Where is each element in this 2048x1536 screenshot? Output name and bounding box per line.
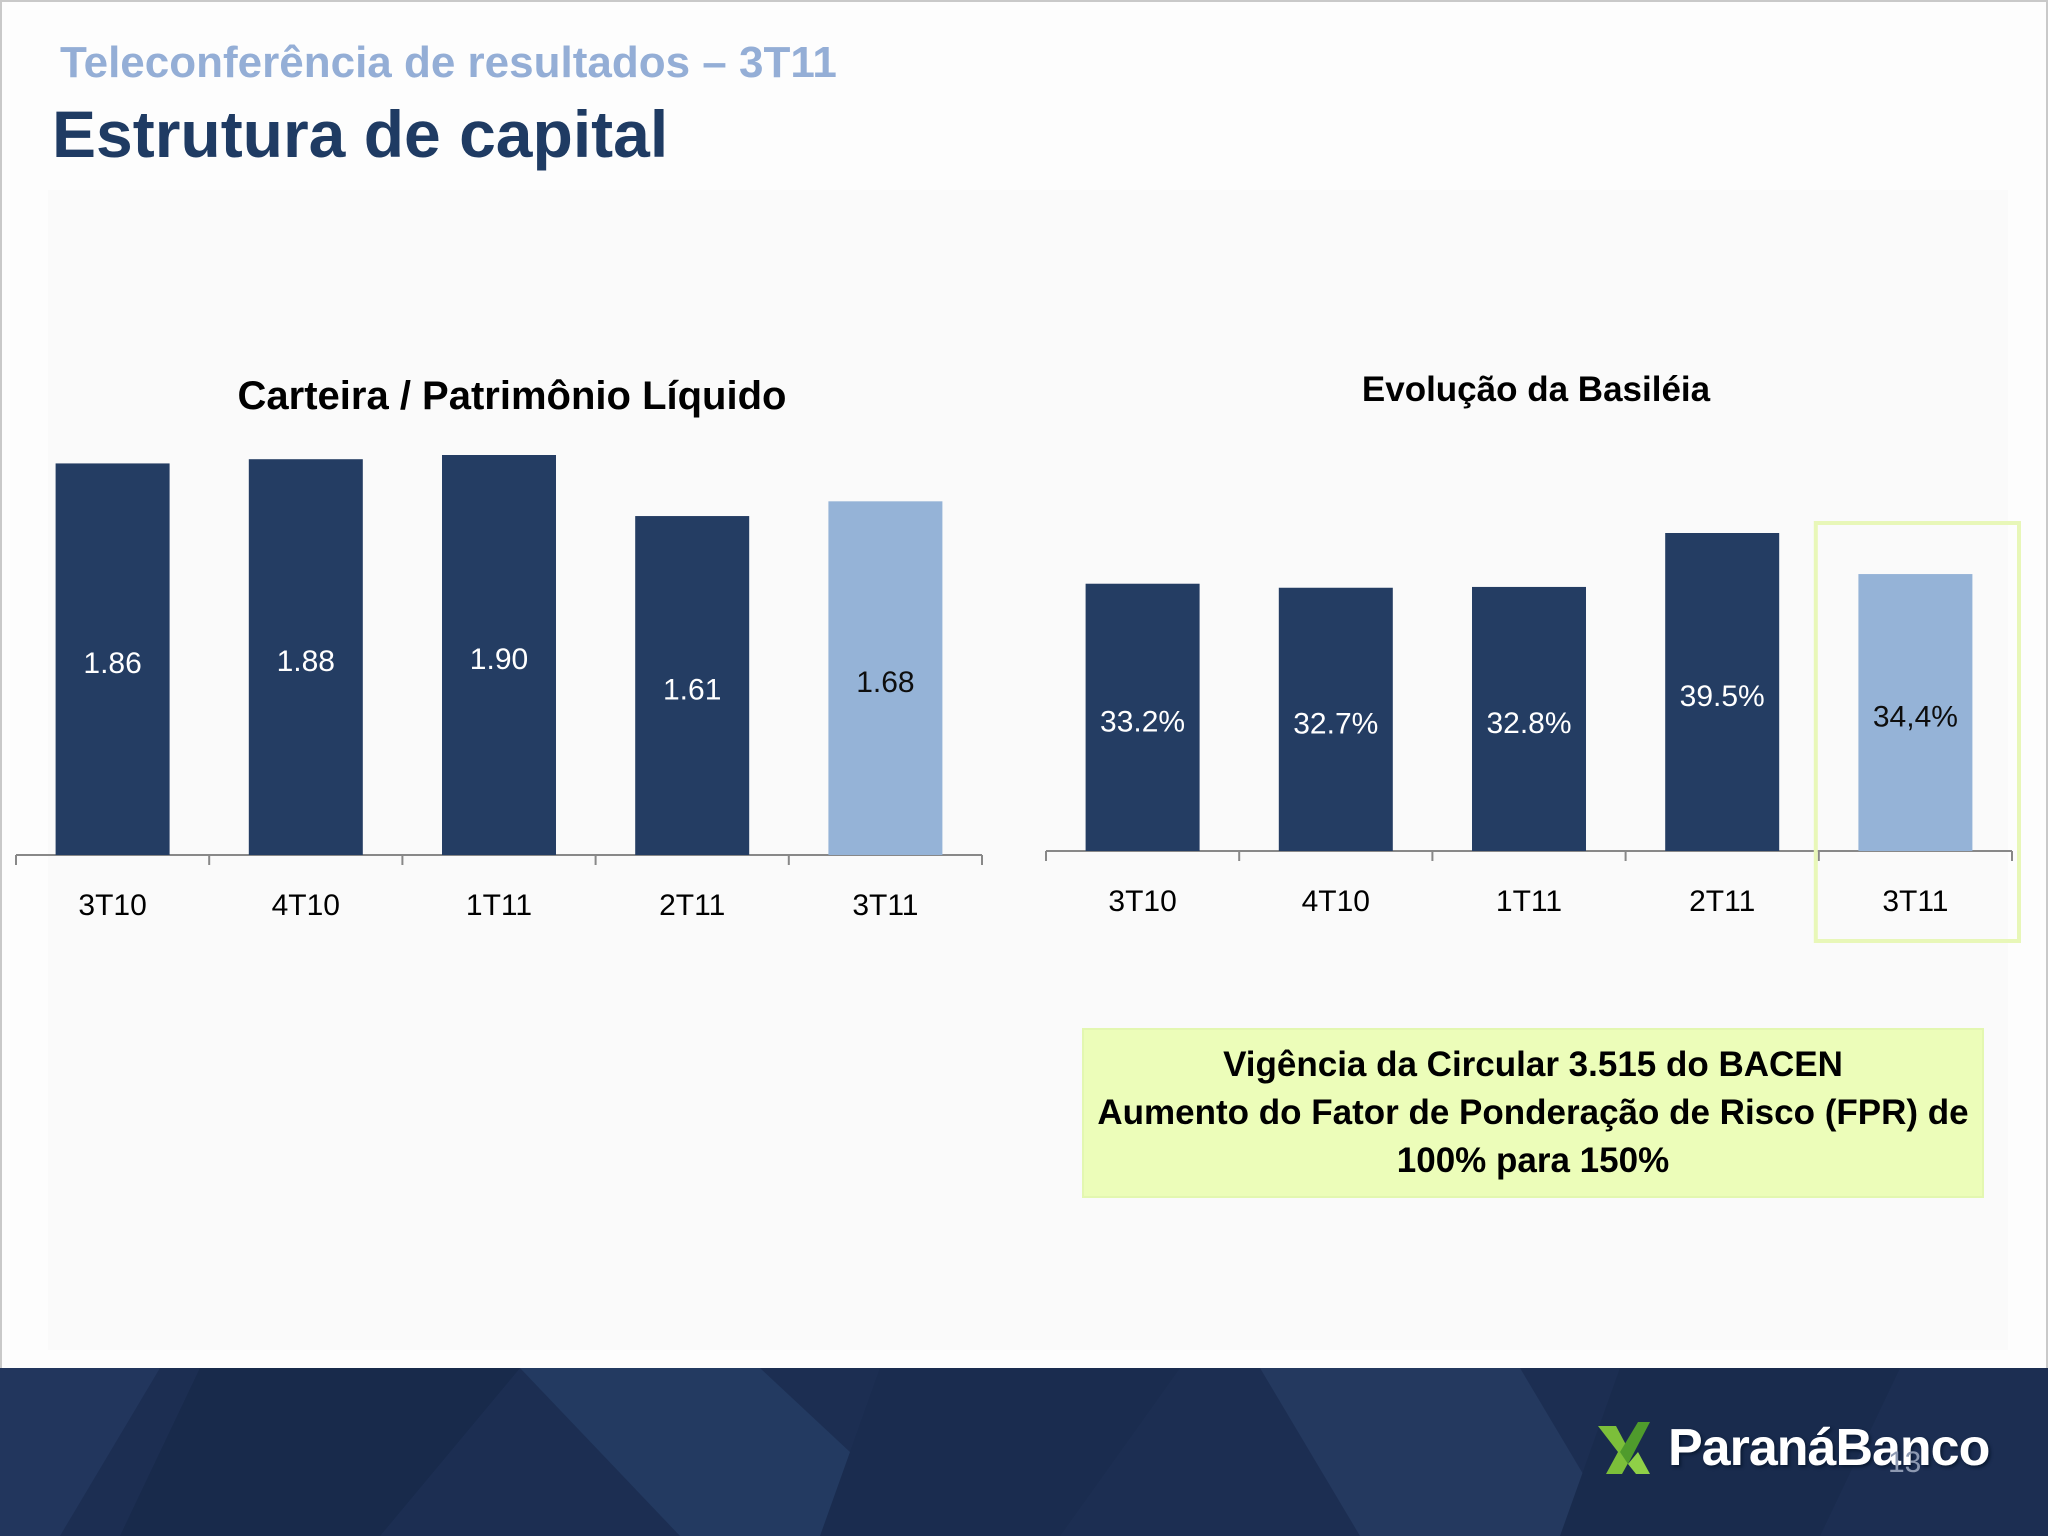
page-number: 13	[1888, 1446, 1922, 1479]
note-line-3: 100% para 150%	[1396, 1141, 1670, 1180]
x-tick-label: 3T11	[1882, 885, 1948, 918]
footer-facet	[0, 1368, 160, 1536]
x-tick-label: 4T10	[1302, 885, 1370, 918]
note-line-1: Vigência da Circular 3.515 do BACEN	[1223, 1045, 1843, 1084]
bar-value-label: 33.2%	[1100, 705, 1185, 738]
chart-title: Carteira / Patrimônio Líquido	[237, 374, 787, 418]
x-tick-label: 4T10	[272, 889, 340, 922]
x-tick-label: 3T10	[1108, 885, 1176, 918]
bar-1T11	[1472, 586, 1586, 851]
bar-value-label: 1.86	[83, 647, 141, 680]
highlight-box	[1813, 521, 2021, 943]
bar-value-label: 39.5%	[1680, 680, 1765, 713]
chart-basileia: Evolução da Basiléia 33.2% 3T10 32.7% 4T10 3…	[1030, 370, 2030, 950]
bar-value-label: 34,4%	[1873, 701, 1958, 734]
footer-band	[0, 1368, 2048, 1536]
note-line-2: Aumento do Fator de Ponderação de Risco …	[1097, 1093, 1969, 1132]
note-box: Vigência da Circular 3.515 do BACEN Aume…	[1082, 1028, 1984, 1198]
footer-facet	[820, 1368, 1180, 1536]
chart-svg: 33.2% 3T10 32.7% 4T10 32.8% 1T11 39.5% 2T11 34,4…	[1045, 521, 2021, 943]
x-tick-label: 2T11	[659, 889, 725, 922]
logo-text: ParanáBanco	[1668, 1419, 1990, 1477]
bar-value-label: 32.7%	[1293, 707, 1378, 740]
bar-4T10	[1278, 587, 1393, 851]
bar-value-label: 1.61	[663, 674, 721, 707]
bar-1T11	[442, 455, 556, 855]
slide-subtitle: Teleconferência de resultados – 3T11	[60, 38, 837, 87]
bar-3T11	[1858, 574, 1973, 851]
bar-2T11	[635, 516, 750, 855]
bar-3T10	[55, 463, 170, 855]
x-tick-label: 1T11	[466, 889, 532, 922]
footer-facet	[1560, 1368, 1900, 1536]
x-tick-label: 3T10	[78, 889, 146, 922]
bar-value-label: 1.90	[470, 643, 528, 676]
paranabanco-logo-icon	[1598, 1422, 1650, 1474]
bar-3T10	[1085, 583, 1200, 851]
paranabanco-logo: ParanáBanco	[1592, 1412, 1990, 1484]
footer-facet	[120, 1368, 520, 1536]
footer-facet	[1260, 1368, 1620, 1536]
footer-pattern	[0, 1368, 1900, 1536]
bar-value-label: 32.8%	[1486, 707, 1571, 740]
x-tick-label: 3T11	[852, 889, 918, 922]
x-tick-label: 2T11	[1689, 885, 1755, 918]
chart-carteira-pl: Carteira / Patrimônio Líquido 1.86 3T10 1.…	[0, 370, 1000, 950]
bar-value-label: 1.88	[277, 645, 335, 678]
bar-2T11	[1665, 533, 1780, 851]
chart-title: Evolução da Basiléia	[1361, 370, 1711, 409]
bar-3T11	[828, 501, 943, 855]
bar-4T10	[248, 459, 363, 855]
x-tick-label: 1T11	[1496, 885, 1562, 918]
slide-title: Estrutura de capital	[52, 97, 669, 171]
bar-value-label: 1.68	[856, 666, 914, 699]
chart-svg: 1.86 3T10 1.88 4T10 1.90 1T11 1.61 2T11 1.68 3T11	[15, 455, 983, 922]
